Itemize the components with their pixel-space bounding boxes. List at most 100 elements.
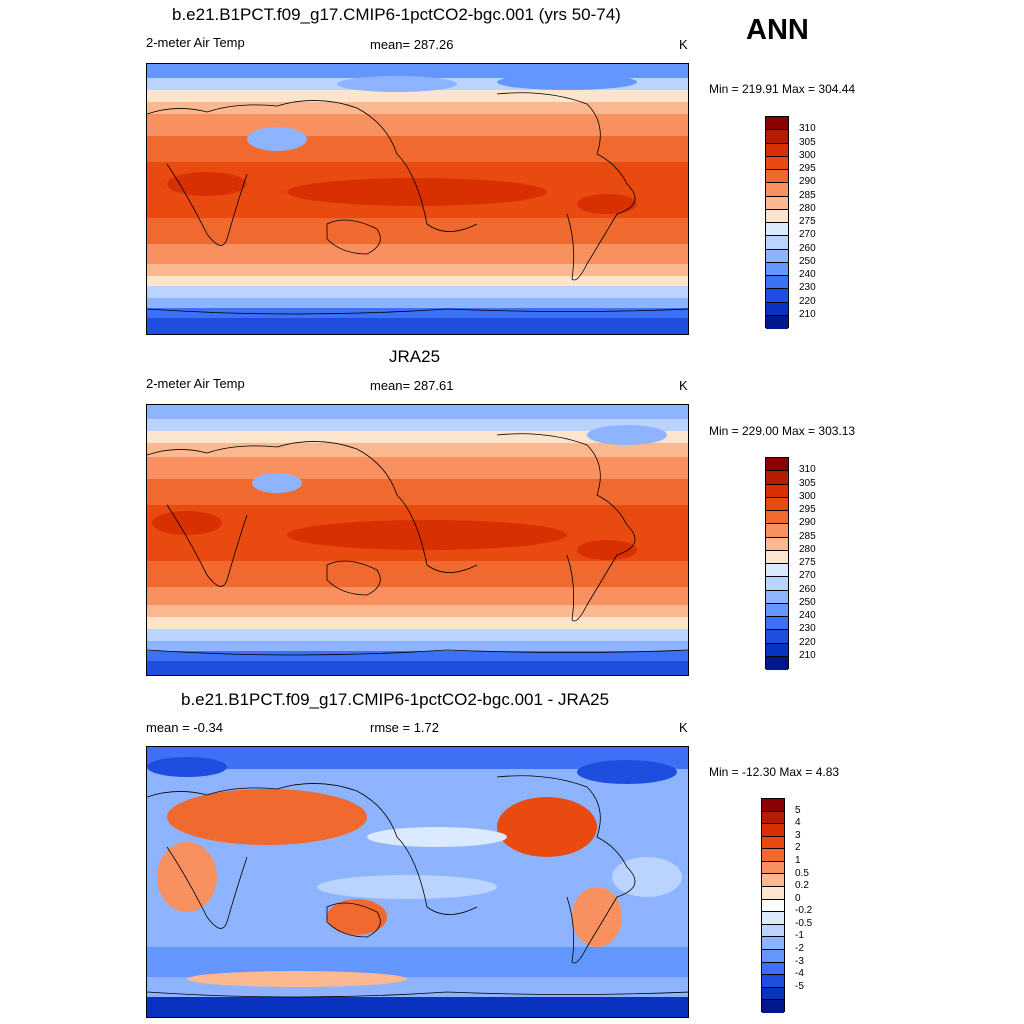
panel-3-rmse-label: rmse = 1.72	[370, 720, 440, 735]
colorbar-tick-label: 260	[799, 583, 816, 595]
colorbar-swatch	[766, 117, 788, 131]
panel-1-map	[146, 63, 689, 335]
colorbar-swatch	[766, 209, 788, 223]
colorbar-tick-label: -0.5	[795, 917, 813, 929]
colorbar-swatch	[762, 849, 784, 862]
colorbar-tick-label: 1	[795, 854, 801, 866]
panel-2-variable-label: 2-meter Air Temp	[146, 376, 245, 391]
colorbar-swatch	[766, 590, 788, 604]
colorbar-swatch	[762, 811, 784, 825]
colorbar-tick-label: 290	[799, 517, 816, 529]
panel-2-title: JRA25	[389, 347, 441, 366]
colorbar-swatch	[766, 524, 788, 538]
colorbar-tick-label: 210	[799, 308, 816, 320]
panel-1-mean-label: mean= 287.26	[370, 37, 454, 52]
colorbar-tick-label: 295	[799, 504, 816, 515]
panel-3-minmax: Min = -12.30 Max = 4.83	[709, 765, 840, 779]
colorbar-swatch	[766, 223, 788, 237]
colorbar-tick-label: -0.2	[795, 905, 813, 917]
panel-1-units-label: K	[679, 37, 688, 52]
colorbar-swatch	[762, 836, 784, 850]
colorbar-tick-label: 270	[799, 229, 816, 241]
colorbar-tick-label: 285	[799, 189, 816, 201]
colorbar-swatch	[766, 289, 788, 303]
colorbar-tick-label: 305	[799, 477, 816, 489]
colorbar-tick-label: 250	[799, 596, 816, 608]
colorbar-tick-label: 240	[799, 610, 816, 621]
colorbar-swatch	[766, 617, 788, 631]
colorbar-tick-label: 220	[799, 636, 816, 648]
colorbar-swatch	[766, 550, 788, 564]
colorbar-swatch	[766, 603, 788, 617]
colorbar-swatch	[766, 183, 788, 197]
colorbar-tick-label: 310	[799, 123, 816, 135]
colorbar-swatch	[766, 262, 788, 276]
colorbar-tick-label: -2	[795, 943, 804, 955]
panel-3-title: b.e21.B1PCT.f09_g17.CMIP6-1pctCO2-bgc.00…	[181, 690, 610, 709]
colorbar-swatch	[762, 1000, 784, 1013]
colorbar-tick-label: 2	[795, 842, 801, 854]
colorbar-tick-label: 260	[799, 242, 816, 254]
colorbar-tick-label: 300	[799, 490, 816, 502]
season-label: ANN	[746, 14, 809, 46]
colorbar-swatch	[762, 949, 784, 963]
colorbar-tick-label: 0.5	[795, 867, 809, 879]
panel-3-difference-field	[147, 747, 688, 1017]
panel-1-minmax: Min = 219.91 Max = 304.44	[709, 82, 856, 96]
colorbar-tick-label: 4	[795, 817, 801, 829]
colorbar-swatch	[766, 471, 788, 485]
colorbar-swatch	[766, 196, 788, 210]
panel-2-mean-label: mean= 287.61	[370, 378, 454, 393]
panel-3-units-label: K	[679, 720, 688, 735]
panel-2-temperature-field	[147, 405, 688, 675]
colorbar-swatch	[766, 315, 788, 329]
colorbar-swatch	[766, 537, 788, 551]
panel-2-units-label: K	[679, 378, 688, 393]
colorbar-swatch	[762, 874, 784, 888]
colorbar-tick-label: 0.2	[795, 880, 809, 892]
colorbar-swatch	[766, 577, 788, 591]
colorbar-swatch	[766, 564, 788, 578]
panel-1-title: b.e21.B1PCT.f09_g17.CMIP6-1pctCO2-bgc.00…	[172, 5, 621, 24]
panel-1-temperature-field	[147, 64, 688, 334]
colorbar-swatch	[762, 912, 784, 925]
colorbar-swatch	[766, 143, 788, 157]
colorbar-tick-label: 310	[799, 464, 816, 476]
colorbar-swatch	[766, 249, 788, 263]
colorbar-tick-label: -4	[795, 968, 804, 980]
colorbar-tick-label: 3	[795, 829, 801, 841]
colorbar-swatch	[762, 962, 784, 976]
colorbar-tick-label: 240	[799, 269, 816, 280]
colorbar-swatch	[762, 975, 784, 988]
colorbar-tick-label: 275	[799, 557, 816, 568]
colorbar-tick-label: 285	[799, 530, 816, 542]
colorbar-swatch	[762, 937, 784, 950]
colorbar-swatch	[766, 511, 788, 525]
colorbar-swatch	[762, 924, 784, 938]
colorbar-tick-label: 230	[799, 282, 816, 294]
colorbar-swatch	[766, 130, 788, 144]
colorbar-swatch	[766, 458, 788, 472]
colorbar-tick-label: 280	[799, 202, 816, 214]
panel-2-map	[146, 404, 689, 676]
colorbar-tick-label: -5	[795, 980, 804, 992]
panel-2-minmax: Min = 229.00 Max = 303.13	[709, 424, 856, 438]
panel-3-mean-label: mean = -0.34	[146, 720, 223, 735]
colorbar-tick-label: -3	[795, 955, 804, 967]
colorbar-tick-label: 300	[799, 149, 816, 161]
colorbar-tick-label: 5	[795, 804, 801, 816]
colorbar-swatch	[766, 236, 788, 250]
colorbar-tick-label: 250	[799, 255, 816, 267]
colorbar-tick-label: 295	[799, 163, 816, 174]
colorbar-tick-label: 305	[799, 136, 816, 148]
colorbar-tick-label: 210	[799, 649, 816, 661]
colorbar-swatch	[762, 899, 784, 913]
colorbar-swatch	[762, 887, 784, 900]
colorbar-tick-label: 275	[799, 216, 816, 227]
colorbar-tick-label: -1	[795, 930, 804, 942]
colorbar-tick-label: 220	[799, 295, 816, 307]
colorbar-swatch	[766, 643, 788, 657]
colorbar-swatch	[766, 276, 788, 290]
colorbar-swatch	[766, 156, 788, 170]
panel-1-variable-label: 2-meter Air Temp	[146, 35, 245, 50]
